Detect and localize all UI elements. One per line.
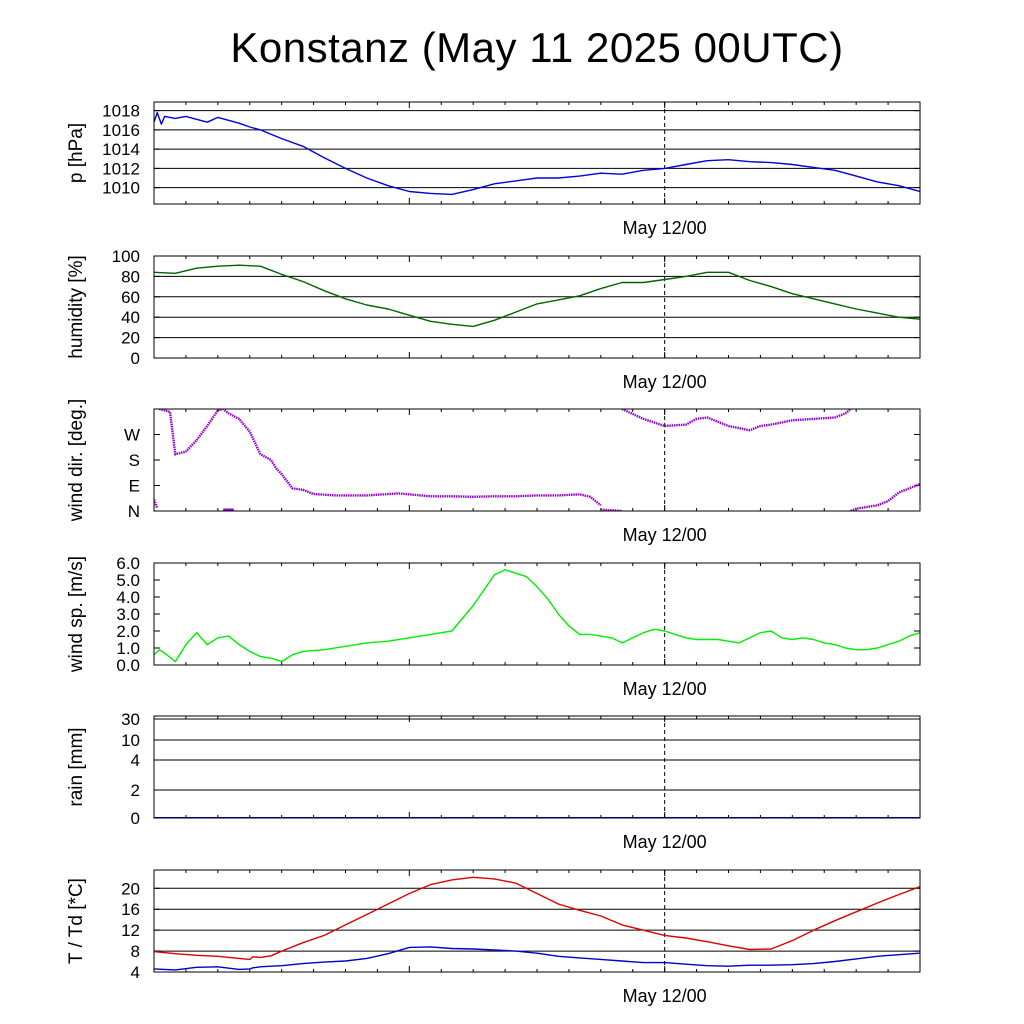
plot-area	[154, 569, 920, 663]
wind-speed-series	[154, 569, 920, 663]
wind-direction-series	[850, 482, 920, 511]
y-tick-label: 0	[131, 349, 140, 368]
x-tick-label: May 12/00	[623, 986, 707, 1006]
humidity-series	[154, 264, 920, 328]
y-axis-label: humidity [%]	[66, 255, 87, 358]
panel-frame	[153, 101, 921, 205]
y-tick-label: 2.0	[116, 622, 140, 641]
plot-area	[154, 409, 920, 511]
y-tick-label: 3.0	[116, 605, 140, 624]
panel-frame	[153, 715, 921, 819]
wind-direction-series	[158, 409, 304, 491]
panel-wind-speed: 0.01.02.03.04.05.06.0 wind sp. [m/s] May 1…	[66, 554, 921, 699]
y-tick-label: 12	[121, 921, 140, 940]
y-tick-label: S	[129, 451, 140, 470]
y-tick-label: 4	[131, 751, 140, 770]
y-axis-label: wind sp. [m/s]	[66, 556, 87, 673]
y-tick-label: 30	[121, 710, 140, 729]
y-tick-label: 4	[131, 963, 140, 982]
panel-frame	[153, 562, 921, 666]
y-tick-label: 100	[112, 247, 140, 266]
y-tick-label: 1010	[102, 179, 140, 198]
y-tick-label: 1018	[102, 102, 140, 121]
y-tick-label: 20	[121, 879, 140, 898]
y-tick-label: 2	[131, 781, 140, 800]
y-tick-label: 80	[121, 267, 140, 286]
wind-direction-series	[154, 499, 159, 509]
y-tick-label: 60	[121, 288, 140, 307]
panel-temperature: 4 8 12 16 20 T / Td [*C] May 12/00	[66, 869, 921, 1006]
y-tick-label: 1014	[102, 140, 140, 159]
panel-frame	[153, 869, 921, 973]
y-tick-label: 0	[131, 809, 140, 828]
y-tick-label: 10	[121, 731, 140, 750]
y-tick-label: N	[128, 502, 140, 521]
plot-area	[154, 264, 920, 328]
x-tick-label: May 12/00	[623, 525, 707, 545]
panel-frame	[153, 255, 921, 359]
y-tick-label: 4.0	[116, 588, 140, 607]
plot-area	[154, 876, 920, 971]
y-tick-label: 6.0	[116, 554, 140, 573]
y-axis-label: wind dir. [deg.]	[66, 399, 87, 523]
wind-direction-series	[302, 488, 602, 507]
y-axis-label: rain [mm]	[66, 727, 87, 806]
y-tick-label: 0.0	[116, 656, 140, 675]
y-tick-label: 40	[121, 308, 140, 327]
pressure-series	[154, 111, 920, 196]
y-tick-label: 1.0	[116, 639, 140, 658]
y-axis-label: p [hPa]	[66, 123, 87, 183]
plot-area	[154, 111, 920, 196]
y-tick-label: W	[124, 426, 140, 445]
panel-frame	[153, 408, 921, 512]
wind-direction-series	[621, 409, 852, 432]
chart-title: Konstanz (May 11 2025 00UTC)	[230, 24, 844, 71]
y-tick-label: 20	[121, 329, 140, 348]
y-tick-label: 1016	[102, 121, 140, 140]
y-tick-label: E	[129, 477, 140, 496]
y-tick-label: 16	[121, 900, 140, 919]
y-axis-label: T / Td [*C]	[66, 878, 87, 964]
x-tick-label: May 12/00	[623, 218, 707, 238]
x-tick-label: May 12/00	[623, 832, 707, 852]
temperature-series	[154, 876, 920, 961]
y-tick-label: 1012	[102, 159, 140, 178]
y-tick-label: 8	[131, 942, 140, 961]
x-tick-label: May 12/00	[623, 679, 707, 699]
dewpoint-series	[154, 946, 920, 971]
wind-direction-series	[600, 508, 623, 511]
x-tick-label: May 12/00	[623, 372, 707, 392]
y-tick-label: 5.0	[116, 571, 140, 590]
panel-rain: 0 2 410 30 rain [mm] May 12/00	[66, 710, 921, 852]
